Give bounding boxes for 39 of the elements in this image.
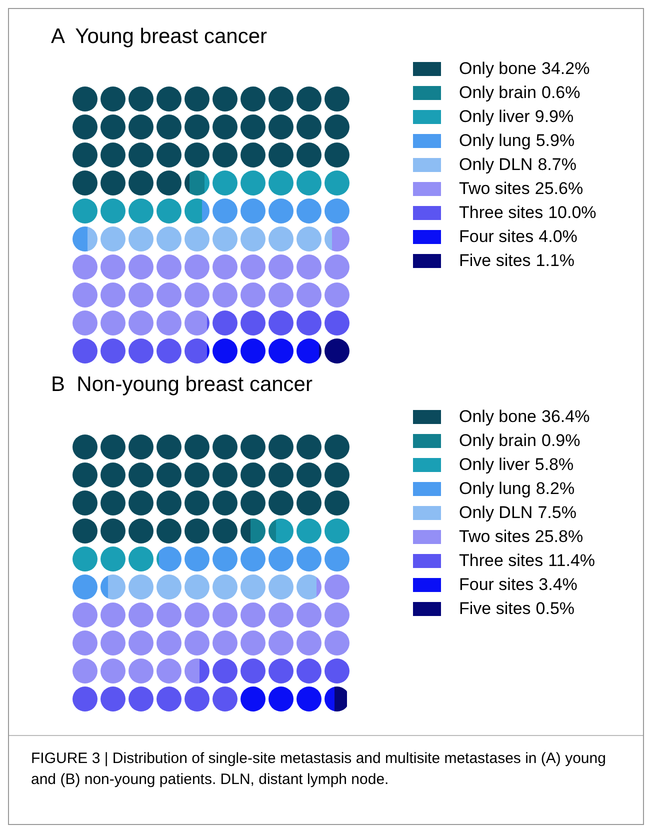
category-label: Only DLN — [459, 155, 533, 175]
category-label: Only liver — [459, 455, 530, 475]
category-label: Only lung — [459, 479, 531, 499]
category-label: Two sites — [459, 527, 530, 547]
category-label: Four sites — [459, 227, 534, 247]
data-label: 8.7% — [538, 155, 576, 175]
category-label: Five sites — [459, 251, 531, 271]
category-label: Only liver — [459, 107, 530, 127]
category-label: Two sites — [459, 179, 530, 199]
data-label: 34.2% — [542, 59, 590, 79]
category-label: Only brain — [459, 83, 536, 103]
data-label: 7.5% — [538, 503, 576, 523]
caption: FIGURE 3 | Distribution of single-site metastasis and multisite metastases in (A) young and (B) non-young patients. DLN, distant lymph node. — [9, 735, 643, 790]
text: A Young breast cancer — [51, 25, 268, 49]
category-label: Three sites — [459, 203, 544, 223]
category-label: Only brain — [459, 431, 536, 451]
data-label: 0.6% — [541, 83, 580, 103]
data-label: 25.8% — [534, 527, 584, 547]
data-label: 10.0% — [548, 203, 596, 223]
data-label: 11.4% — [548, 551, 596, 571]
text: B Non-young breast cancer — [51, 373, 314, 397]
category-label: Three sites — [459, 551, 544, 571]
data-label: 8.2% — [536, 479, 575, 499]
data-label: 1.1% — [536, 251, 575, 271]
data-label: 0.5% — [536, 599, 575, 619]
data-label: 5.8% — [534, 455, 574, 475]
data-label: 5.9% — [536, 131, 575, 151]
category-label: Only DLN — [459, 503, 533, 523]
data-label: 3.4% — [538, 575, 578, 595]
data-label: 0.9% — [541, 431, 580, 451]
category-label: Only bone — [459, 59, 536, 79]
category-label: Five sites — [459, 599, 531, 619]
data-label: 4.0% — [538, 227, 578, 247]
data-label: 25.6% — [534, 179, 584, 199]
category-label: Only bone — [459, 407, 536, 427]
data-label: 9.9% — [534, 107, 574, 127]
category-label: Only lung — [459, 131, 531, 151]
category-label: Four sites — [459, 575, 534, 595]
data-label: 36.4% — [542, 407, 590, 427]
